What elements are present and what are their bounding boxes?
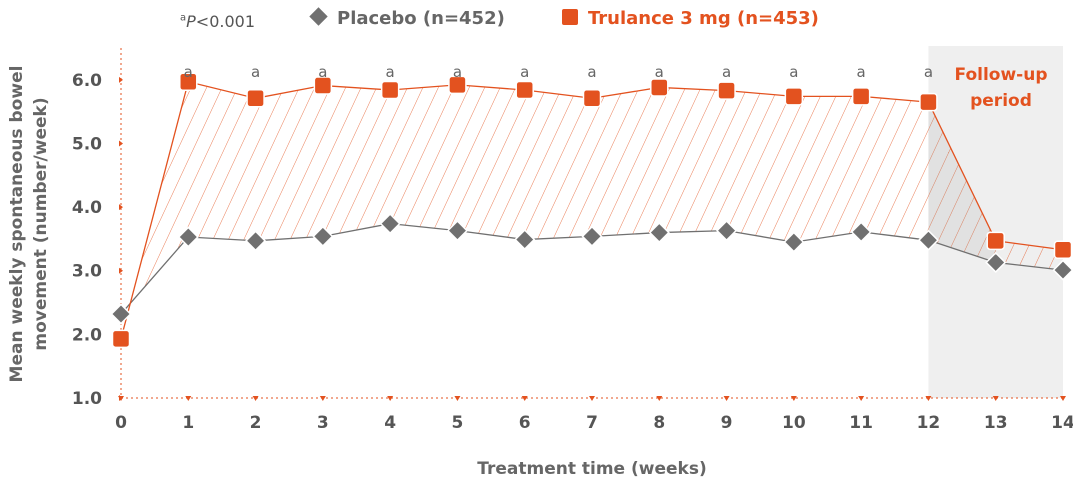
trulance-point (1053, 240, 1073, 259)
x-axis-title: Treatment time (weeks) (477, 459, 706, 479)
x-tick-mark (387, 396, 394, 401)
placebo-point (917, 229, 939, 251)
trulance-point (246, 89, 265, 108)
significance-marker: a (453, 63, 462, 81)
y-tick-label: 4.0 (72, 198, 102, 218)
diamond-marker-icon (309, 7, 328, 26)
followup-label: Follow-up (955, 65, 1048, 85)
placebo-point (110, 303, 132, 325)
x-tick-label: 2 (250, 413, 262, 433)
x-tick-mark (454, 396, 461, 401)
y-tick-mark (119, 140, 123, 147)
placebo-point (716, 220, 738, 242)
y-tick-label: 1.0 (72, 389, 102, 409)
x-tick-label: 3 (317, 413, 329, 433)
placebo-point (648, 221, 670, 244)
significance-marker: a (318, 63, 327, 81)
placebo-point (985, 251, 1007, 274)
placebo-point (177, 226, 199, 248)
followup-gap-area (928, 102, 996, 263)
trulance-point (313, 76, 333, 95)
footnote: aP<0.001 (180, 12, 256, 31)
y-axis-title: movement (number/week) (31, 97, 51, 350)
significance-marker: a (722, 63, 731, 81)
x-tick-mark (992, 396, 999, 401)
x-tick-mark (589, 396, 595, 401)
x-tick-mark (118, 396, 124, 401)
legend-placebo: Placebo (n=452) (309, 7, 505, 29)
trulance-point (515, 80, 534, 100)
x-tick-mark (252, 396, 259, 401)
y-tick-label: 3.0 (72, 262, 102, 282)
x-tick-label: 11 (849, 413, 873, 433)
x-tick-label: 8 (653, 413, 665, 433)
placebo-point (245, 230, 267, 252)
x-tick-label: 6 (519, 413, 531, 433)
x-tick-label: 10 (782, 413, 806, 433)
legend: aP<0.001 Placebo (n=452) Trulance 3 mg (… (0, 4, 1073, 31)
x-tick-mark (1060, 396, 1066, 401)
placebo-point (783, 231, 805, 253)
y-tick-mark (119, 76, 123, 83)
trulance-point (784, 87, 804, 106)
x-tick-label: 4 (384, 413, 396, 433)
significance-marker: a (386, 63, 395, 81)
placebo-point (446, 220, 468, 242)
placebo-point (312, 225, 334, 247)
x-tick-label: 7 (586, 413, 598, 433)
x-tick-mark (521, 396, 528, 401)
placebo-point (850, 221, 872, 243)
x-tick-mark (790, 396, 797, 401)
significance-marker: a (924, 63, 933, 81)
x-tick-label: 9 (721, 413, 733, 433)
x-tick-mark (319, 396, 326, 401)
x-tick-label: 12 (917, 413, 941, 433)
trulance-point (717, 81, 736, 100)
significance-marker: a (520, 63, 529, 81)
trulance-point (582, 89, 602, 108)
significance-marker: a (251, 63, 260, 81)
x-tick-label: 1 (182, 413, 194, 433)
y-tick-label: 6.0 (72, 71, 102, 91)
y-tick-label: 5.0 (72, 134, 102, 154)
trulance-point (380, 80, 400, 100)
placebo-point (581, 225, 603, 247)
y-tick-label: 2.0 (72, 325, 102, 345)
placebo-point (1052, 259, 1073, 281)
legend-trulance: Trulance 3 mg (n=453) (562, 8, 819, 29)
y-axis-title: Mean weekly spontaneous bowel (7, 66, 27, 383)
x-tick-label: 13 (984, 413, 1008, 433)
trulance-point (448, 75, 467, 95)
x-tick-mark (723, 396, 730, 401)
trulance-point (919, 92, 938, 112)
placebo-point (514, 228, 536, 251)
x-tick-mark (858, 396, 865, 401)
x-tick-label: 0 (115, 413, 127, 433)
followup-label: period (970, 91, 1032, 111)
significance-marker: a (184, 63, 193, 81)
significance-marker: a (655, 63, 664, 81)
trulance-point (111, 329, 131, 349)
y-tick-mark (119, 267, 123, 274)
y-tick-mark (119, 204, 123, 211)
square-marker-icon (562, 9, 578, 25)
significance-marker: a (587, 63, 596, 81)
trulance-point (650, 78, 669, 97)
x-tick-label: 14 (1051, 413, 1073, 433)
x-tick-mark (925, 396, 932, 401)
difference-area (130, 81, 1063, 304)
x-tick-label: 5 (452, 413, 464, 433)
significance-marker: a (789, 63, 798, 81)
trulance-point (986, 231, 1005, 251)
significance-marker: a (857, 63, 866, 81)
placebo-point (379, 213, 401, 235)
x-tick-mark (656, 396, 663, 401)
trulance-point (179, 72, 198, 91)
x-tick-mark (185, 396, 192, 401)
trulance-point (851, 87, 871, 106)
